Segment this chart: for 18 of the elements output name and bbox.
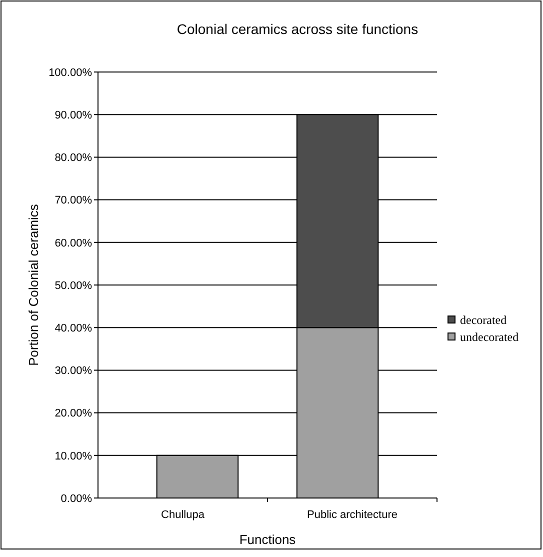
legend-label: decorated [460, 313, 507, 328]
y-tick-label: 10.00% [54, 450, 92, 462]
x-tick-label: Public architecture [307, 509, 398, 521]
y-tick-label: 40.00% [54, 322, 92, 334]
legend-label: undecorated [460, 330, 519, 344]
y-tick-label: 20.00% [54, 408, 92, 420]
y-tick-label: 90.00% [54, 109, 92, 122]
y-tick-label: 0.00% [60, 492, 92, 505]
y-tick-label: 70.00% [54, 194, 92, 207]
x-axis-title: Functions [239, 532, 296, 547]
y-tick-label: 50.00% [54, 280, 92, 292]
y-tick-label: 80.00% [54, 152, 92, 164]
y-axis-title: Portion of Colonial ceramics [26, 204, 41, 366]
y-tick-label: 100.00% [48, 66, 92, 79]
y-tick-label: 30.00% [54, 365, 92, 378]
y-tick-label: 60.00% [54, 237, 92, 250]
x-tick-label: Chullupa [161, 509, 206, 521]
chart-title: Colonial ceramics across site functions [176, 21, 418, 37]
